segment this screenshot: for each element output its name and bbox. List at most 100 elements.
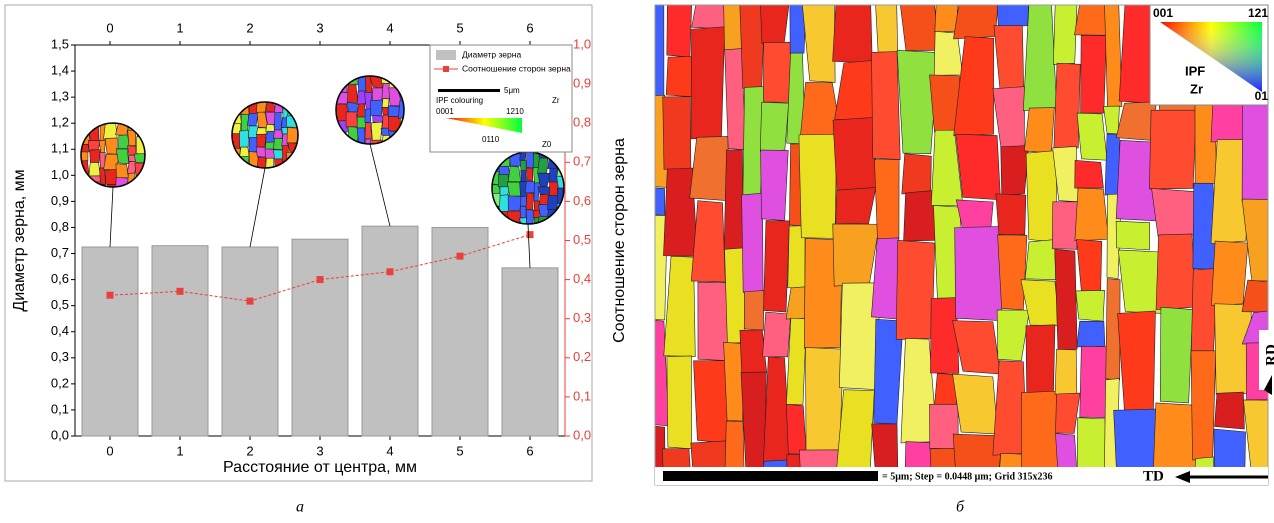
x-tick-label: 1 <box>176 443 183 458</box>
grain <box>997 234 1028 311</box>
grain <box>875 5 899 53</box>
grain <box>895 239 936 340</box>
grain <box>364 122 373 140</box>
grain <box>663 255 696 357</box>
legend-swatch <box>443 66 449 72</box>
y-tick-label: 0,5 <box>51 297 69 312</box>
y2-tick-label: 0,7 <box>573 154 591 169</box>
y2-tick-label: 0,6 <box>573 193 591 208</box>
grain <box>762 311 792 358</box>
grain <box>347 83 359 103</box>
y2-tick-label: 0,3 <box>573 310 591 325</box>
grain <box>239 146 250 158</box>
td-arrowhead <box>1175 471 1190 483</box>
y-tick-label: 0,2 <box>51 375 69 390</box>
grain <box>381 82 391 100</box>
inset-ipf: IPF colouring <box>436 96 483 105</box>
y-tick-label: 0,3 <box>51 349 69 364</box>
grain <box>832 223 880 287</box>
grain <box>256 133 267 148</box>
bar <box>151 245 209 437</box>
grain <box>930 297 960 374</box>
grain <box>760 5 790 44</box>
grain <box>724 420 745 467</box>
grain <box>1159 306 1194 404</box>
caption: б <box>956 499 965 516</box>
grain <box>381 107 389 116</box>
grain <box>272 129 284 139</box>
grain <box>1055 433 1077 467</box>
grain <box>996 5 1029 28</box>
grain <box>524 180 536 194</box>
marker <box>456 252 464 260</box>
grain <box>802 5 836 83</box>
grain <box>896 50 939 155</box>
marker <box>106 291 114 299</box>
grain <box>996 309 1030 361</box>
grain <box>533 182 540 202</box>
ipf-pole: 01 <box>1255 89 1269 103</box>
grain <box>1105 278 1121 381</box>
x-top-tick-label: 2 <box>246 20 253 35</box>
grain <box>507 165 522 183</box>
grain <box>537 186 551 196</box>
grain <box>1053 5 1078 65</box>
grain <box>953 36 994 137</box>
grain <box>724 247 746 344</box>
grain <box>1149 109 1197 190</box>
y2-axis-title: Соотношение сторон зерна <box>611 138 628 343</box>
grain <box>1000 145 1030 196</box>
y-tick-label: 1,4 <box>51 63 69 78</box>
grain <box>763 41 792 103</box>
legend-swatch <box>436 50 456 60</box>
x-top-tick-label: 1 <box>176 20 183 35</box>
grain <box>834 59 877 121</box>
chart: 0,0 0,1 0,2 0,3 0,4 0,5 0,6 0,7 0,8 0,9 1,0 1,1 1,2 1… <box>11 20 628 476</box>
grain <box>763 220 790 313</box>
grain <box>1023 107 1055 154</box>
grain <box>1076 112 1108 161</box>
grain <box>661 448 691 467</box>
grain <box>760 149 789 221</box>
grain <box>871 237 899 320</box>
inset-material: Zr <box>552 96 560 105</box>
grain <box>901 153 932 195</box>
grain <box>739 329 768 375</box>
grain <box>1079 345 1110 418</box>
grain <box>789 5 807 54</box>
grain <box>364 108 372 123</box>
grain <box>115 148 130 165</box>
grain <box>955 199 994 229</box>
grain <box>115 163 129 179</box>
marker <box>176 287 184 295</box>
grain <box>786 317 807 405</box>
x-top-tick-label: 4 <box>386 20 393 35</box>
grain <box>690 440 730 467</box>
grain <box>1117 249 1163 314</box>
grain <box>1213 428 1246 467</box>
grain <box>1117 310 1156 413</box>
grain <box>759 102 790 152</box>
x-axis-title: Расстояние от центра, мм <box>223 459 417 476</box>
legend-label: Соотношение сторон зерна <box>462 63 571 73</box>
scale-text: = 5μm; Step = 0.0448 μm; Grid 315x236 <box>882 471 1053 482</box>
grain <box>835 187 877 225</box>
grain <box>520 205 527 219</box>
grain <box>786 403 807 455</box>
grain <box>655 5 665 97</box>
y-tick-label: 0,0 <box>51 427 69 442</box>
grain <box>1103 105 1120 135</box>
grain <box>763 459 792 467</box>
grain <box>1074 187 1109 242</box>
ebsd-map <box>655 5 1268 467</box>
y-tick-label: 1,1 <box>51 141 69 156</box>
grain <box>952 320 1001 375</box>
grain <box>1022 5 1058 112</box>
grain <box>281 126 288 135</box>
grain <box>499 194 510 212</box>
grain <box>526 209 535 224</box>
grain <box>723 342 744 422</box>
grain <box>346 102 359 113</box>
legend-label: Диаметр зерна <box>462 49 521 59</box>
